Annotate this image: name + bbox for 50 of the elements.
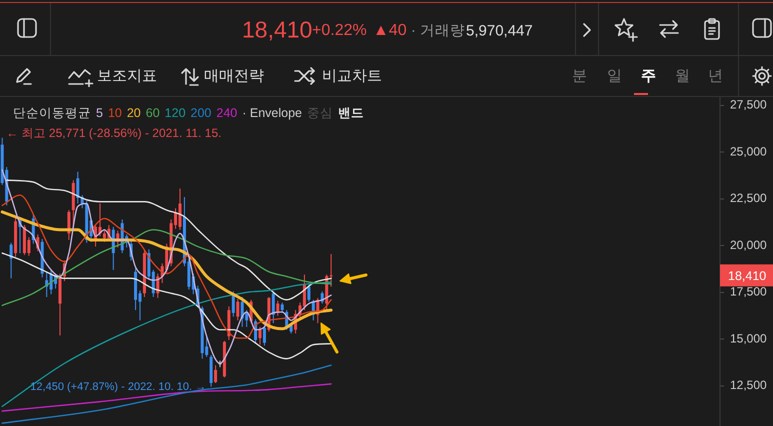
text: +0.22%	[312, 22, 367, 39]
candlestick	[307, 284, 310, 302]
candlestick	[272, 290, 275, 324]
text: ▲40	[373, 22, 407, 39]
annotation: 12,450 (+47.87%) - 2022. 10. 10. →	[30, 380, 206, 393]
text: 보조지표	[97, 68, 157, 84]
candlestick	[280, 302, 284, 314]
text: 10	[108, 106, 122, 121]
candlestick	[10, 242, 13, 279]
y-tick-label: 22,500	[730, 191, 768, 206]
text: 18,410	[728, 268, 766, 283]
y-tick-label: 20,000	[730, 238, 768, 252]
y-tick-label: 15,000	[730, 331, 768, 346]
text: 120	[164, 106, 186, 121]
candlestick	[258, 326, 262, 346]
text: 월	[675, 68, 690, 84]
text: 5	[96, 106, 103, 121]
text: · 거래량	[411, 22, 465, 39]
annotation: · Envelope	[242, 106, 302, 121]
text: 주	[641, 68, 656, 84]
candlestick	[76, 171, 80, 204]
legend-title: 단순이동평균	[13, 106, 91, 121]
text: 18,410	[242, 16, 312, 42]
annotation: ← 최고 25,771 (-28.56%) - 2021. 11. 15.	[6, 126, 222, 140]
text: 년	[708, 68, 723, 84]
text: 비교차트	[322, 68, 382, 84]
line-series	[2, 229, 332, 306]
annotation: 중심	[307, 106, 334, 121]
line-series	[2, 383, 332, 412]
y-tick-label: 12,500	[730, 378, 768, 392]
text: 5,970,447	[466, 22, 533, 40]
text: 20	[126, 106, 141, 121]
candlestick	[302, 274, 306, 311]
text: 분	[572, 68, 587, 84]
text: 일	[607, 68, 622, 84]
line-series	[2, 194, 332, 339]
text: 매매전략	[204, 68, 264, 84]
candlestick	[214, 364, 218, 384]
text: 240	[216, 106, 238, 121]
line-series	[2, 281, 332, 408]
y-tick-label: 25,000	[730, 144, 768, 158]
line-series	[2, 252, 332, 360]
text: 200	[190, 106, 212, 121]
y-tick-label: 17,500	[730, 284, 768, 299]
candlestick	[236, 298, 240, 321]
text: 밴드	[338, 106, 364, 121]
line-series	[2, 364, 332, 424]
candlestick	[262, 325, 266, 346]
y-tick-label: 27,500	[730, 98, 768, 112]
text: 60	[146, 106, 160, 121]
